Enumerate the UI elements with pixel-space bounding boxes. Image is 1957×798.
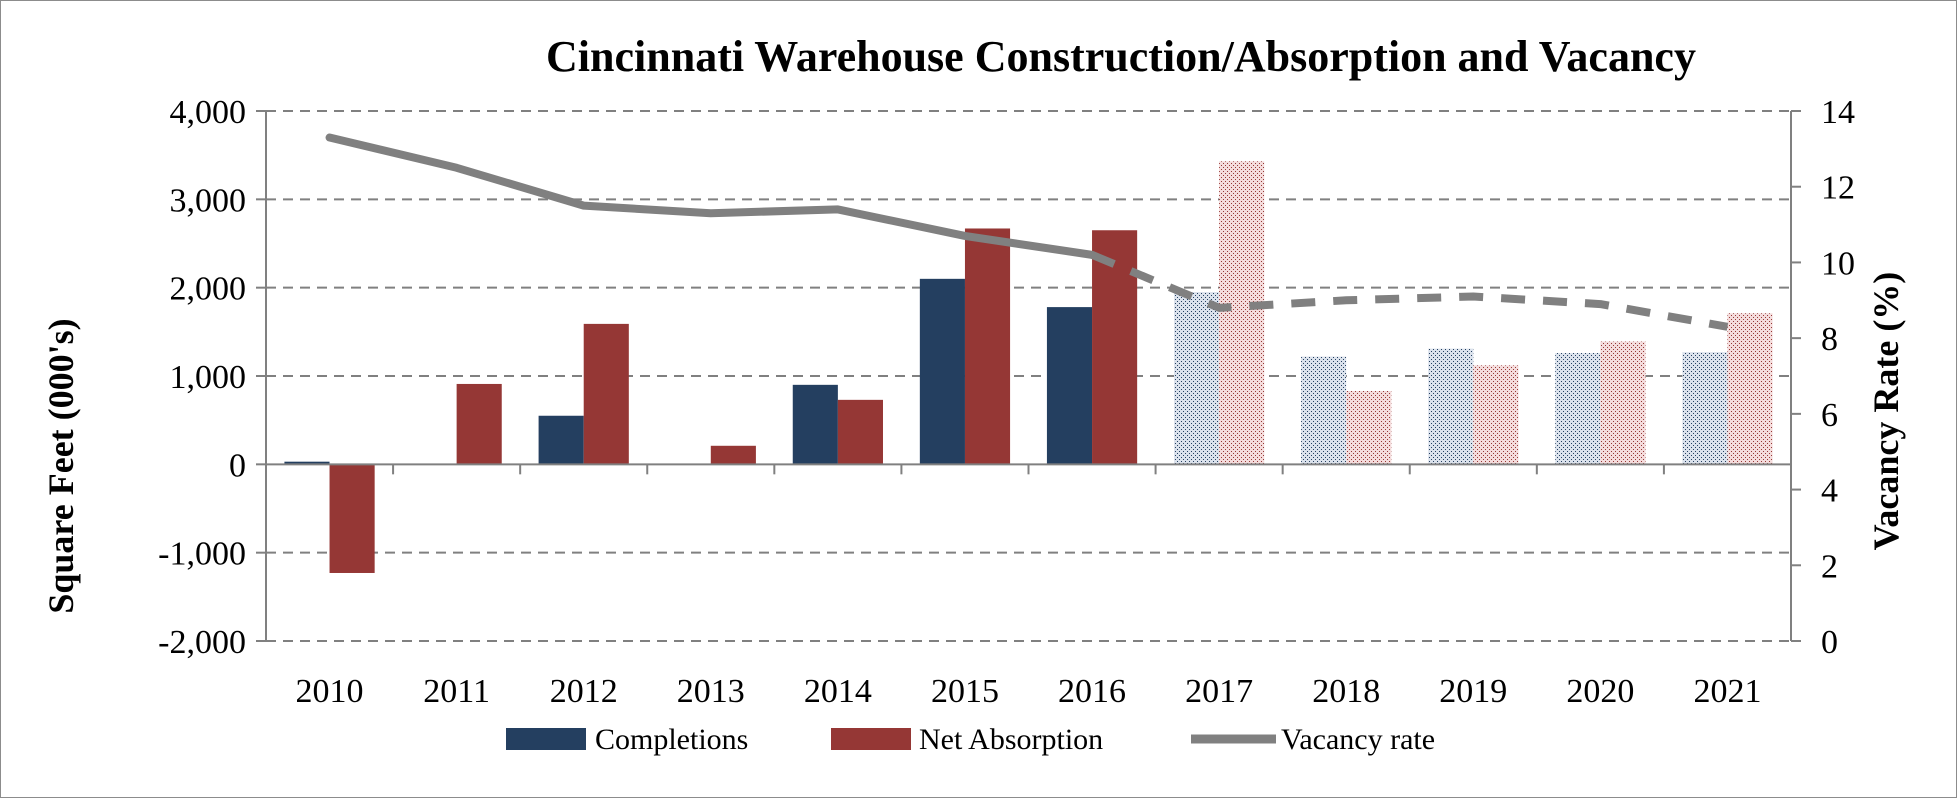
x-tick-label: 2021 bbox=[1693, 673, 1761, 710]
vacancy-point bbox=[1345, 299, 1347, 301]
bar-completions bbox=[1428, 348, 1474, 465]
y2-tick-label: 12 bbox=[1821, 170, 1855, 207]
y2-tick-labels: 0 2 4 6 8 10 12 14 bbox=[1821, 94, 1855, 661]
x-tick-label: 2015 bbox=[931, 673, 999, 710]
x-tick-label: 2016 bbox=[1058, 673, 1126, 710]
y-tick-label: -1,000 bbox=[158, 536, 246, 573]
vacancy-point bbox=[583, 205, 585, 207]
legend-swatch-completions bbox=[506, 728, 586, 750]
y2-tick-label: 14 bbox=[1821, 94, 1855, 131]
x-tick-label: 2014 bbox=[804, 673, 872, 710]
bar-completions bbox=[1682, 352, 1728, 465]
vacancy-point bbox=[1472, 296, 1474, 297]
chart-title: Cincinnati Warehouse Construction/Absorp… bbox=[546, 32, 1696, 81]
vacancy-point bbox=[837, 208, 839, 210]
vacancy-point bbox=[456, 167, 458, 169]
vacancy-point bbox=[1218, 307, 1220, 309]
x-tick-label: 2017 bbox=[1185, 673, 1253, 710]
x-tick-label: 2013 bbox=[677, 673, 745, 710]
bar-net-absorption bbox=[964, 228, 1011, 465]
bar-net-absorption bbox=[1346, 391, 1392, 465]
x-tick-label: 2020 bbox=[1566, 673, 1634, 710]
bar-net-absorption bbox=[456, 383, 502, 465]
y2-tick-label: 4 bbox=[1821, 473, 1838, 510]
x-tick-labels: 2010 2011 2012 2013 2014 2015 2016 2017 2018 2019… bbox=[296, 673, 1762, 710]
vacancy-point bbox=[1091, 254, 1093, 256]
bars-layer bbox=[284, 161, 1773, 573]
y-tick-label: 0 bbox=[229, 447, 246, 484]
bar-net-absorption bbox=[1092, 230, 1138, 465]
bar-net-absorption bbox=[1219, 161, 1265, 465]
legend: Completions Net Absorption Vacancy rate bbox=[506, 723, 1435, 756]
vacancy-point bbox=[1726, 326, 1728, 328]
vacancy-point bbox=[710, 212, 712, 214]
vacancy-line-actual bbox=[325, 133, 1097, 259]
bar-net-absorption bbox=[1600, 341, 1646, 465]
bar-net-absorption bbox=[837, 399, 883, 465]
bar-net-absorption bbox=[710, 445, 756, 465]
y-tick-label: 1,000 bbox=[170, 359, 247, 396]
legend-label-completions: Completions bbox=[595, 723, 748, 756]
bar-net-absorption bbox=[1727, 313, 1773, 465]
axes-layer bbox=[256, 110, 1801, 642]
bar-completions bbox=[1555, 353, 1601, 465]
vacancy-point bbox=[1599, 303, 1601, 305]
y2-tick-label: 6 bbox=[1821, 397, 1838, 434]
y-axis-label: Square Feet (000's) bbox=[41, 318, 81, 613]
y2-tick-label: 2 bbox=[1821, 548, 1838, 585]
legend-label-net-absorption: Net Absorption bbox=[919, 723, 1103, 756]
legend-swatch-net-absorption bbox=[831, 728, 911, 750]
legend-label-vacancy-rate: Vacancy rate bbox=[1281, 723, 1435, 756]
bar-completions bbox=[1046, 307, 1093, 465]
x-tick-label: 2010 bbox=[296, 673, 364, 710]
x-tick-label: 2018 bbox=[1312, 673, 1380, 710]
bar-completions bbox=[538, 415, 584, 465]
y-tick-label: -2,000 bbox=[158, 624, 246, 661]
y2-tick-label: 10 bbox=[1821, 245, 1855, 282]
y2-axis-label: Vacancy Rate (%) bbox=[1866, 272, 1906, 551]
x-tick-label: 2011 bbox=[423, 673, 490, 710]
vacancy-line-layer bbox=[325, 133, 1729, 331]
bar-completions bbox=[1301, 356, 1347, 465]
bar-net-absorption bbox=[329, 464, 375, 573]
x-tick-label: 2012 bbox=[550, 673, 618, 710]
bar-completions bbox=[792, 384, 838, 465]
bar-net-absorption bbox=[1473, 365, 1519, 465]
y-tick-label: 3,000 bbox=[170, 182, 247, 219]
y-tick-label: 2,000 bbox=[170, 271, 247, 308]
y-tick-label: 4,000 bbox=[170, 94, 247, 131]
bar-completions bbox=[1174, 292, 1220, 465]
bar-completions bbox=[284, 461, 330, 465]
y-tick-labels: -2,000 -1,000 0 1,000 2,000 3,000 4,000 bbox=[158, 94, 246, 661]
vacancy-point bbox=[964, 235, 966, 237]
y2-tick-label: 8 bbox=[1821, 321, 1838, 358]
bar-net-absorption bbox=[583, 323, 629, 465]
x-tick-label: 2019 bbox=[1439, 673, 1507, 710]
bar-completions bbox=[919, 278, 965, 465]
y2-tick-label: 0 bbox=[1821, 624, 1838, 661]
vacancy-point bbox=[329, 137, 331, 138]
